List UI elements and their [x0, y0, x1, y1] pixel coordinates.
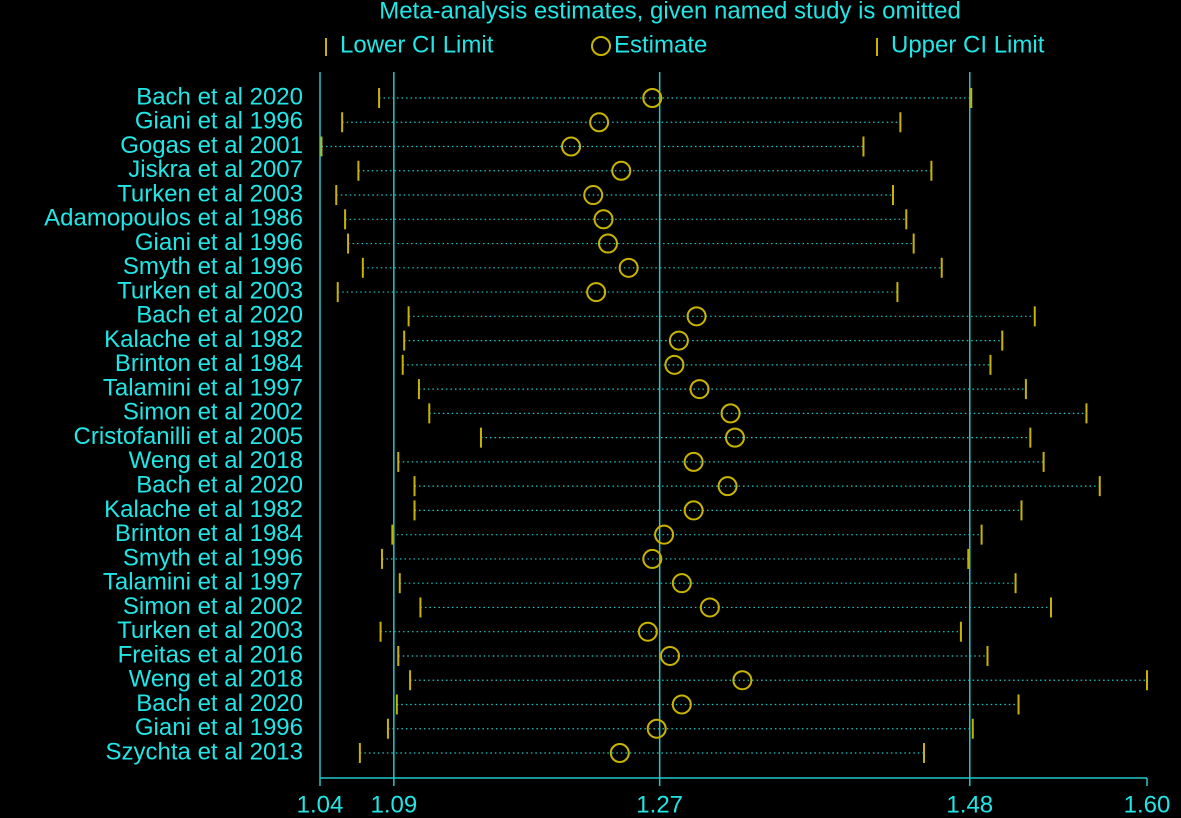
estimate — [593, 209, 614, 230]
estimate — [618, 257, 639, 278]
y-tick-label: Bach et al 2020 — [136, 83, 303, 110]
y-tick-label: Brinton et al 1984 — [115, 520, 303, 547]
x-tick-label: 1.60 — [1124, 791, 1171, 818]
y-tick-label: Smyth et al 1996 — [123, 253, 303, 280]
estimate — [664, 354, 685, 375]
y-tick-label: Kalache et al 1982 — [104, 326, 303, 353]
estimate — [642, 88, 663, 108]
estimate — [683, 451, 704, 472]
y-tick-label: Talamini et al 1997 — [103, 374, 303, 401]
y-tick-label: Smyth et al 1996 — [123, 544, 303, 571]
estimate — [683, 500, 704, 521]
estimate — [668, 330, 689, 351]
estimate — [586, 282, 607, 303]
chart-title: Meta-analysis estimates, given named stu… — [379, 0, 961, 24]
estimate — [597, 233, 618, 254]
y-tick-label: Talamini et al 1997 — [103, 569, 303, 596]
y-tick-label: Weng et al 2018 — [129, 666, 303, 693]
estimate — [637, 621, 658, 642]
y-tick-label: Bach et al 2020 — [136, 302, 303, 329]
y-tick-label: Giani et al 1996 — [135, 108, 303, 135]
y-tick-label: Turken et al 2003 — [117, 180, 303, 207]
y-tick-label: Bach et al 2020 — [136, 471, 303, 498]
estimate — [717, 476, 738, 497]
estimate — [642, 548, 663, 569]
y-tick-label: Adamopoulos et al 1986 — [44, 205, 303, 232]
x-tick-label: 1.09 — [370, 791, 417, 818]
estimate — [646, 718, 667, 739]
legend-label: Upper CI Limit — [891, 31, 1045, 58]
x-tick-label: 1.04 — [297, 791, 344, 818]
legend-label: Estimate — [614, 31, 707, 58]
estimate — [671, 694, 692, 715]
y-tick-label: Cristofanilli et al 2005 — [74, 423, 303, 450]
estimate — [589, 112, 610, 133]
estimate — [671, 573, 692, 594]
y-tick-label: Brinton et al 1984 — [115, 350, 303, 377]
y-tick-label: Szychta et al 2013 — [106, 738, 303, 765]
y-tick-label: Jiskra et al 2007 — [128, 156, 303, 183]
estimate — [609, 743, 630, 763]
y-tick-label: Weng et al 2018 — [129, 447, 303, 474]
legend-label: Lower CI Limit — [340, 31, 494, 58]
estimate — [561, 136, 582, 157]
estimate — [583, 185, 604, 206]
y-tick-label: Freitas et al 2016 — [118, 641, 303, 668]
y-tick-label: Giani et al 1996 — [135, 229, 303, 256]
y-tick-label: Turken et al 2003 — [117, 277, 303, 304]
legend-marker — [591, 36, 611, 56]
y-tick-label: Gogas et al 2001 — [120, 132, 303, 159]
estimate — [732, 670, 753, 691]
y-tick-label: Giani et al 1996 — [135, 714, 303, 741]
estimate — [724, 427, 745, 448]
x-tick-label: 1.27 — [636, 791, 683, 818]
y-tick-label: Bach et al 2020 — [136, 690, 303, 717]
estimate — [611, 160, 632, 181]
y-tick-label: Turken et al 2003 — [117, 617, 303, 644]
estimate — [720, 403, 741, 424]
estimate — [654, 524, 675, 545]
y-tick-label: Kalache et al 1982 — [104, 496, 303, 523]
x-tick-label: 1.48 — [946, 791, 993, 818]
y-tick-label: Simon et al 2002 — [123, 399, 303, 426]
estimate — [699, 597, 720, 618]
y-tick-label: Simon et al 2002 — [123, 593, 303, 620]
estimate — [686, 306, 707, 327]
estimate — [689, 379, 710, 400]
estimate — [659, 645, 680, 666]
